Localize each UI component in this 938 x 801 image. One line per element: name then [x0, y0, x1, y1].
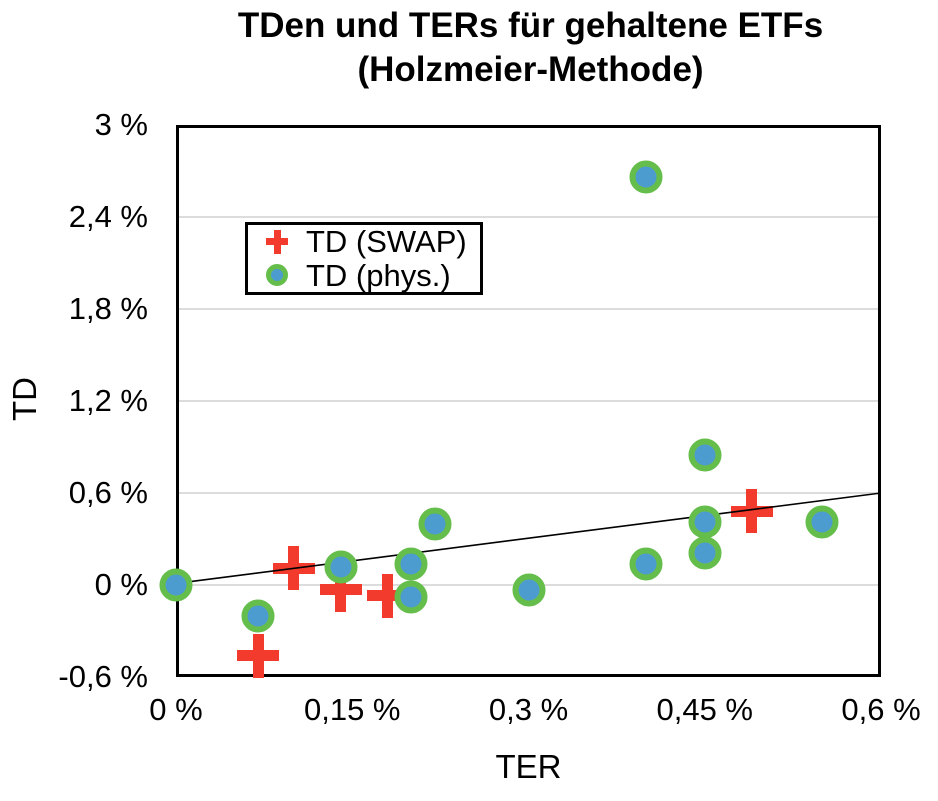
data-point-phys [394, 580, 428, 614]
legend-marker-cell [248, 264, 306, 287]
legend-marker-cell [248, 229, 306, 254]
gridline [176, 216, 881, 218]
data-point-phys [159, 568, 193, 602]
y-tick-label: 0,6 % [68, 475, 148, 510]
legend-item: TD (phys.) [248, 259, 480, 292]
plot-area: TD (SWAP) TD (phys.) [159, 125, 882, 678]
legend-item: TD (SWAP) [248, 225, 480, 258]
trend-line [175, 492, 882, 585]
chart-title: TDen und TERs für gehaltene ETFs (Holzme… [128, 4, 933, 92]
data-point-swap [366, 573, 409, 618]
data-point-phys [629, 160, 663, 194]
data-point-phys [688, 536, 722, 570]
x-tick-label: 0,3 % [488, 692, 569, 727]
gridline [176, 308, 881, 310]
data-point-phys [805, 505, 839, 539]
x-tick-label: 0,6 % [841, 692, 921, 727]
circle-marker-icon [266, 264, 288, 287]
legend-label: TD (phys.) [306, 257, 451, 293]
data-point-phys [512, 573, 545, 607]
data-point-phys [688, 505, 722, 539]
data-point-phys [324, 550, 357, 584]
legend-label: TD (SWAP) [306, 224, 467, 260]
y-tick-label: 0 % [94, 567, 148, 602]
legend: TD (SWAP) TD (phys.) [245, 222, 483, 295]
data-point-swap [730, 489, 773, 534]
data-point-swap [319, 567, 362, 612]
data-point-phys [241, 599, 275, 633]
data-point-swap [237, 633, 280, 678]
x-tick-label: 0 % [149, 692, 203, 727]
data-point-phys [629, 547, 663, 581]
y-tick-label: 1,2 % [68, 383, 148, 418]
chart-title-line2: (Holzmeier-Methode) [357, 50, 704, 89]
data-point-phys [688, 438, 722, 472]
gridline [176, 400, 881, 402]
data-point-phys [418, 507, 451, 541]
y-tick-label: 3 % [94, 107, 148, 142]
plus-marker-icon [266, 229, 288, 254]
chart-title-line1: TDen und TERs für gehaltene ETFs [237, 6, 824, 45]
y-tick-label: 2,4 % [68, 199, 148, 234]
x-axis-title: TER [495, 748, 562, 785]
x-tick-label: 0,15 % [303, 692, 401, 727]
y-tick-label: 1,8 % [68, 291, 148, 326]
gridline [176, 492, 881, 494]
data-point-phys [394, 547, 428, 581]
y-tick-label: -0,6 % [58, 659, 148, 694]
x-tick-label: 0,45 % [656, 692, 753, 727]
